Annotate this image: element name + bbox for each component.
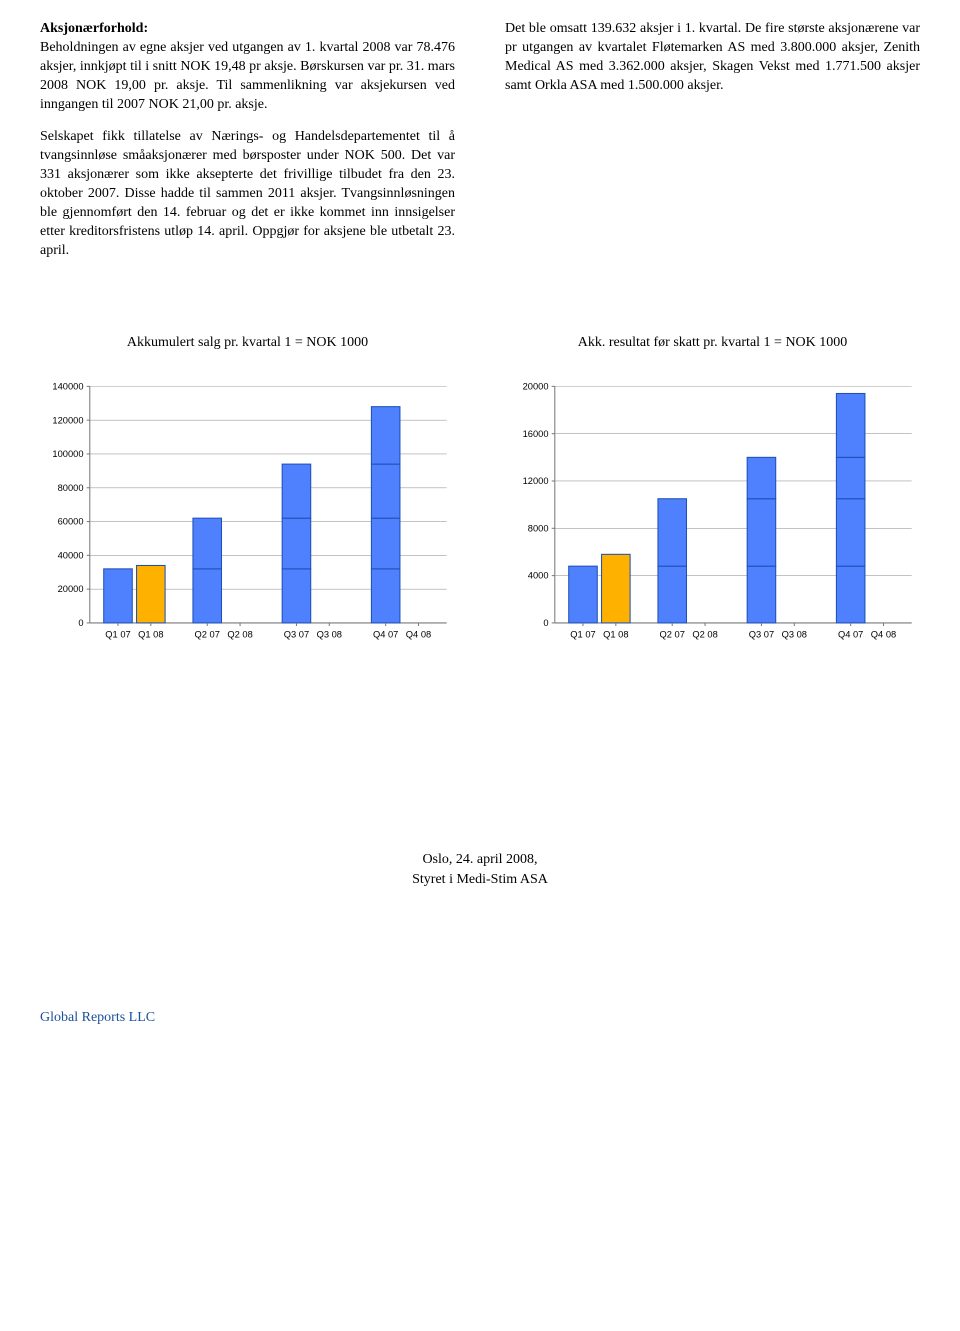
svg-text:Q4 08: Q4 08 [406,629,431,639]
svg-text:Q3 07: Q3 07 [284,629,309,639]
svg-text:4000: 4000 [528,570,549,580]
chart-1-title: Akkumulert salg pr. kvartal 1 = NOK 1000 [127,335,368,351]
chart-2-block: Akk. resultat før skatt pr. kvartal 1 = … [505,335,920,651]
left-p1: Beholdningen av egne aksjer ved utgangen… [40,40,455,112]
svg-text:Q2 08: Q2 08 [227,629,252,639]
svg-text:16000: 16000 [523,428,549,438]
svg-text:Q1 07: Q1 07 [105,629,130,639]
charts-row: Akkumulert salg pr. kvartal 1 = NOK 1000… [40,335,920,651]
footer-text: Global Reports LLC [40,1010,920,1026]
svg-text:60000: 60000 [58,516,84,526]
chart-2-title: Akk. resultat før skatt pr. kvartal 1 = … [578,335,848,351]
svg-text:Q1 07: Q1 07 [570,629,595,639]
signoff-line1: Oslo, 24. april 2008, [40,850,920,870]
svg-text:100000: 100000 [52,449,83,459]
svg-text:140000: 140000 [52,381,83,391]
svg-text:Q2 08: Q2 08 [692,629,717,639]
svg-text:80000: 80000 [58,483,84,493]
svg-text:Q2 07: Q2 07 [660,629,685,639]
svg-text:Q1 08: Q1 08 [603,629,628,639]
svg-text:Q4 08: Q4 08 [871,629,896,639]
svg-text:Q3 07: Q3 07 [749,629,774,639]
signoff-line2: Styret i Medi-Stim ASA [40,870,920,890]
svg-text:Q2 07: Q2 07 [195,629,220,639]
left-p2: Selskapet fikk tillatelse av Nærings- og… [40,128,455,260]
chart-1: 0 20000 40000 60000 80000 100000 120000 140000 Q… [40,376,455,651]
right-p1: Det ble omsatt 139.632 aksjer i 1. kvart… [505,20,920,96]
svg-text:40000: 40000 [58,550,84,560]
svg-text:20000: 20000 [58,584,84,594]
section-heading: Aksjonærforhold: [40,21,148,36]
svg-text:Q3 08: Q3 08 [317,629,342,639]
chart-1-block: Akkumulert salg pr. kvartal 1 = NOK 1000… [40,335,455,651]
svg-text:Q4 07: Q4 07 [373,629,398,639]
svg-text:0: 0 [78,618,83,628]
svg-text:Q4 07: Q4 07 [838,629,863,639]
left-column: Aksjonærforhold: Beholdningen av egne aks… [40,20,455,275]
svg-text:Q3 08: Q3 08 [782,629,807,639]
chart-2: 0 4000 8000 12000 16000 20000 Q1 07 Q1 08 Q2 07 Q… [505,376,920,651]
svg-text:20000: 20000 [523,381,549,391]
right-column: Det ble omsatt 139.632 aksjer i 1. kvart… [505,20,920,275]
svg-text:120000: 120000 [52,415,83,425]
svg-text:8000: 8000 [528,523,549,533]
text-columns: Aksjonærforhold: Beholdningen av egne aks… [40,20,920,275]
signoff: Oslo, 24. april 2008, Styret i Medi-Stim… [40,850,920,889]
svg-text:12000: 12000 [523,476,549,486]
svg-text:0: 0 [543,618,548,628]
svg-text:Q1 08: Q1 08 [138,629,163,639]
